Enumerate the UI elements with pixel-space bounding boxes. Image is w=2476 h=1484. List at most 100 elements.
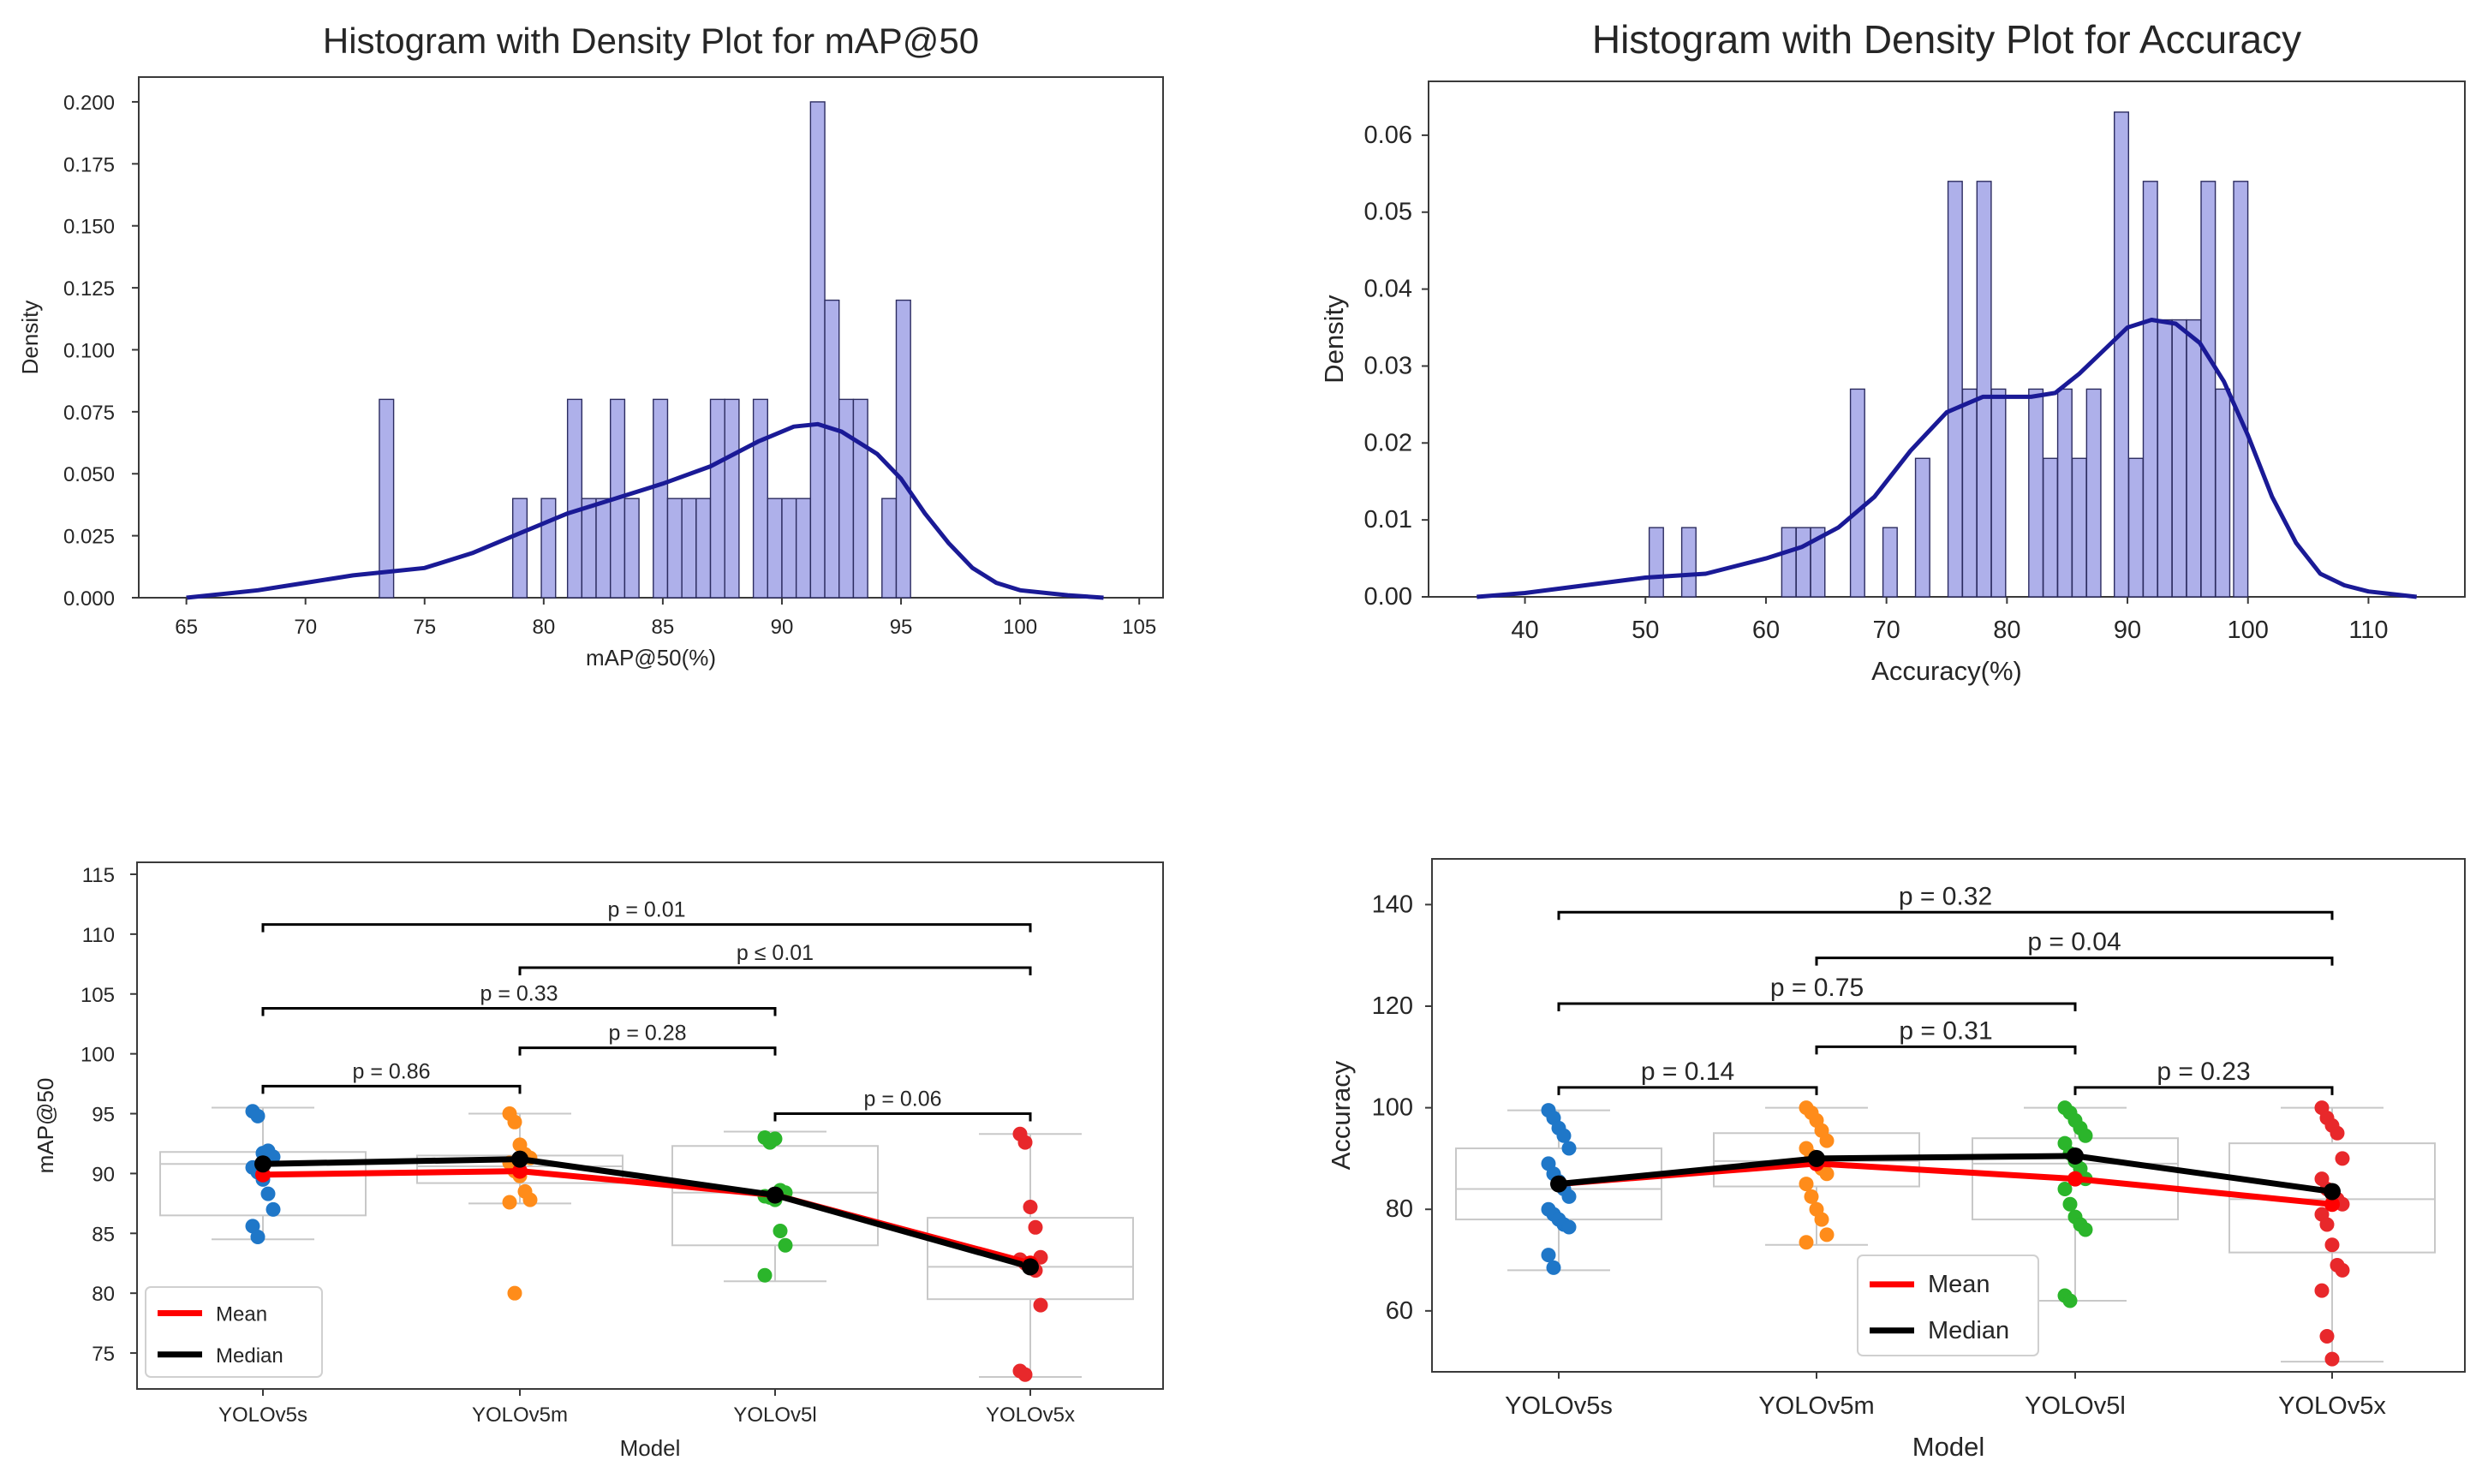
histogram-bar <box>653 398 669 599</box>
x-tick-label: 40 <box>1511 617 1538 644</box>
y-tick-label: 0.04 <box>1364 276 1412 303</box>
y-tick-label: 0.03 <box>1364 352 1412 379</box>
y-axis-label: Density <box>1319 295 1349 384</box>
x-axis-label: Accuracy(%) <box>1871 656 2022 686</box>
significance-bracket <box>2073 1086 2334 1095</box>
data-point <box>2319 1217 2335 1232</box>
legend-label: Mean <box>1928 1271 1990 1298</box>
x-tick-label: YOLOv5x <box>2278 1392 2386 1420</box>
x-tick-label: YOLOv5s <box>1505 1392 1613 1420</box>
histogram-bar <box>767 498 783 599</box>
histogram-bar <box>2085 388 2102 598</box>
median-marker <box>2324 1183 2341 1201</box>
y-tick-label: 120 <box>1372 992 1413 1020</box>
x-tick-label: 70 <box>1873 617 1900 644</box>
histogram-bar <box>838 398 855 599</box>
median-marker <box>1808 1149 1825 1167</box>
y-tick-label: 110 <box>82 924 115 947</box>
histogram-bar <box>695 498 712 599</box>
data-point <box>1028 1219 1043 1235</box>
median-line <box>262 1156 1031 1270</box>
x-tick-label: YOLOv5l <box>733 1404 816 1427</box>
histogram-bar <box>2200 181 2216 598</box>
y-tick-label: 100 <box>81 1044 115 1067</box>
histogram-bar <box>1781 527 1797 598</box>
data-point <box>2330 1125 2345 1141</box>
y-tick-label: 0.050 <box>63 463 115 486</box>
x-tick-label: 90 <box>2114 617 2141 644</box>
data-point <box>1804 1189 1819 1204</box>
density-curve <box>186 421 1104 600</box>
x-tick-label: 70 <box>294 616 317 639</box>
p-value-label: p = 0.14 <box>1641 1058 1734 1086</box>
legend-label: Median <box>1928 1317 2009 1344</box>
histogram-bar <box>2071 457 2087 598</box>
p-value-label: p ≤ 0.01 <box>737 941 814 965</box>
median-marker <box>254 1155 271 1173</box>
y-axis-label: mAP@50 <box>33 1078 58 1174</box>
x-tick-label: YOLOv5m <box>472 1404 568 1427</box>
data-point <box>265 1201 281 1217</box>
histogram-bar <box>1680 527 1697 598</box>
data-point <box>2335 1151 2350 1166</box>
data-point <box>1819 1227 1835 1243</box>
x-tick-label: 110 <box>2348 617 2388 644</box>
x-axis-label: mAP@50(%) <box>586 645 716 670</box>
x-tick-label: 100 <box>2228 617 2269 644</box>
histogram-bar <box>681 498 697 599</box>
data-point <box>1541 1248 1556 1263</box>
plot-frame <box>1428 80 2466 598</box>
x-tick-label: 105 <box>1122 616 1156 639</box>
histogram-bar <box>2171 319 2187 598</box>
y-tick-label: 0.125 <box>63 277 115 301</box>
p-value-label: p = 0.33 <box>480 982 558 1006</box>
data-point <box>1799 1235 1814 1250</box>
data-point <box>2062 1196 2078 1212</box>
histogram-bar <box>1849 388 1865 598</box>
significance-bracket <box>773 1112 1032 1122</box>
histogram-bar <box>511 498 528 599</box>
y-tick-label: 90 <box>92 1163 115 1186</box>
data-point <box>502 1195 517 1210</box>
x-tick-label: YOLOv5m <box>1758 1392 1874 1420</box>
y-tick-label: 0.025 <box>63 526 115 549</box>
data-point <box>1561 1219 1577 1235</box>
histogram-bar <box>379 398 395 599</box>
x-tick-label: 50 <box>1632 617 1659 644</box>
y-tick-label: 0.000 <box>63 587 115 611</box>
histogram-bar <box>1976 181 1992 598</box>
y-axis-label: Density <box>17 301 43 375</box>
data-point <box>522 1192 538 1207</box>
y-tick-label: 0.175 <box>63 153 115 176</box>
y-tick-label: 100 <box>1372 1094 1413 1122</box>
median-marker <box>1550 1175 1567 1193</box>
x-tick-label: YOLOv5l <box>2025 1392 2126 1420</box>
data-point <box>2314 1283 2330 1298</box>
significance-bracket <box>1815 1045 2077 1055</box>
p-value-label: p = 0.28 <box>608 1022 686 1046</box>
data-point <box>2319 1328 2335 1344</box>
significance-bracket <box>261 1084 522 1094</box>
histogram-bar <box>1795 527 1811 598</box>
data-point <box>250 1229 265 1244</box>
data-point <box>507 1285 522 1301</box>
y-axis-label: Accuracy <box>1326 1060 1356 1170</box>
y-tick-label: 140 <box>1372 891 1413 918</box>
y-tick-label: 0.00 <box>1364 583 1412 611</box>
significance-bracket <box>518 1046 777 1056</box>
y-tick-label: 95 <box>92 1104 115 1127</box>
significance-bracket <box>1557 1086 1818 1095</box>
median-marker <box>1022 1258 1039 1276</box>
y-tick-label: 85 <box>92 1223 115 1246</box>
y-tick-label: 60 <box>1386 1297 1413 1325</box>
mean-marker <box>512 1163 528 1179</box>
x-tick-label: 80 <box>1993 617 2020 644</box>
p-value-label: p = 0.32 <box>1899 882 1992 910</box>
data-point <box>1023 1200 1038 1215</box>
significance-bracket <box>261 1007 777 1016</box>
x-tick-label: YOLOv5s <box>218 1404 307 1427</box>
significance-bracket <box>1557 1002 2077 1012</box>
x-axis-label: Model <box>1912 1432 1984 1462</box>
y-tick-label: 0.01 <box>1364 506 1412 533</box>
